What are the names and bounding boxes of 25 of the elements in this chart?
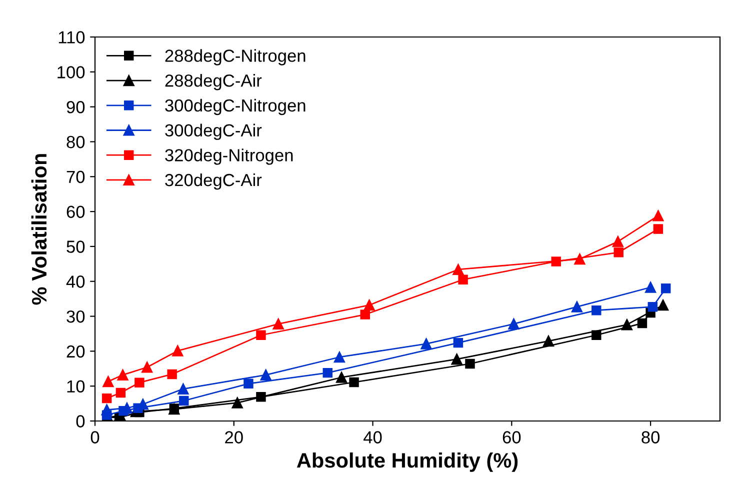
legend-label: 300degC-Nitrogen [165,98,306,116]
legend-label: 288degC-Nitrogen [165,49,306,66]
legend-label: 300degC-Air [165,124,262,140]
y-tick-label: 30 [66,310,85,323]
legend-label: 320deg-Nitrogen [165,148,293,165]
y-tick-label: 100 [58,66,85,78]
y-tick-label: 0 [76,415,85,428]
y-axis-title: % Volatilisation [31,154,47,305]
y-tick-label: 110 [58,31,85,44]
legend-label: 288degC-Air [165,74,262,90]
y-tick-label: 50 [66,240,85,253]
y-tick-label: 40 [66,276,85,288]
x-tick-label: 60 [502,431,521,444]
y-tick-label: 80 [66,136,85,148]
legend-label: 320degC-Air [165,173,262,190]
y-tick-label: 20 [66,345,85,358]
x-tick-label: 40 [364,431,382,444]
y-tick-label: 10 [67,380,85,393]
x-tick-label: 0 [90,431,100,444]
y-tick-label: 90 [66,100,85,114]
y-tick-label: 60 [66,206,85,218]
y-tick-label: 70 [66,170,85,184]
x-axis-title: Absolute Humidity (%) [296,452,518,472]
x-tick-label: 20 [225,431,243,444]
x-tick-label: 80 [642,431,660,444]
